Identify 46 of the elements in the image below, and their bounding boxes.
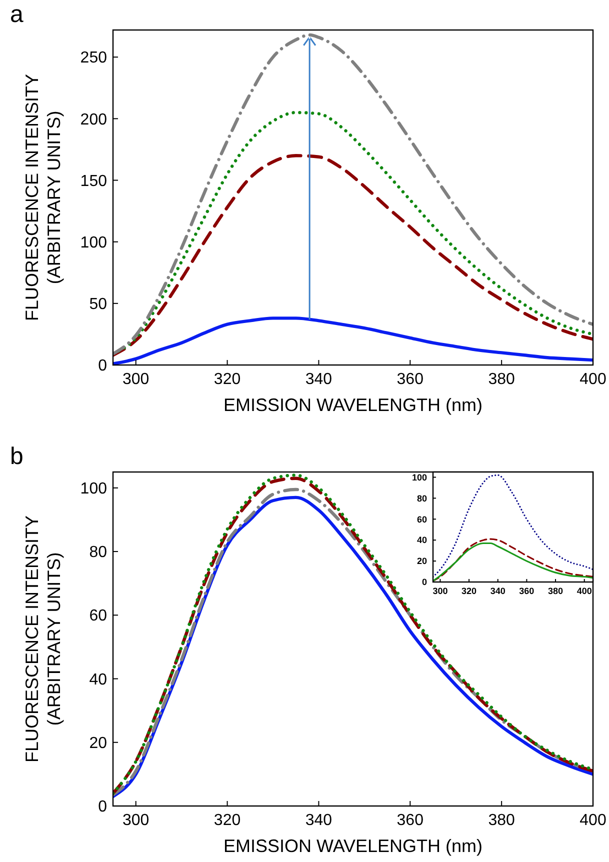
y-tick-label: 250: [80, 50, 108, 67]
y-tick-label: 40: [416, 535, 427, 546]
y-tick-label: 150: [80, 172, 108, 190]
y-axis-title: FLUORESCENCE INTENSITY (ARBITRARY UNITS): [22, 74, 64, 322]
x-tick-label: 360: [519, 586, 534, 596]
line-series: [113, 316, 593, 365]
chart-title: b: [10, 443, 24, 470]
x-tick-label: 400: [580, 371, 606, 388]
x-tick-label: 340: [490, 586, 506, 596]
y-tick-label: 20: [416, 556, 427, 566]
y-tick-label: 60: [89, 608, 108, 625]
x-tick-label: 320: [462, 586, 477, 596]
y-tick-label: 100: [80, 234, 108, 252]
y-tick-label: 80: [416, 493, 427, 504]
y-tick-label: 60: [416, 514, 427, 524]
y-tick-label: 100: [80, 480, 108, 498]
x-tick-label: 380: [488, 812, 516, 829]
x-tick-label: 300: [122, 371, 150, 388]
x-tick-label: 380: [488, 371, 516, 388]
y-tick-label: 0: [98, 798, 108, 816]
line-series: [433, 474, 593, 578]
x-tick-label: 300: [432, 586, 448, 596]
x-tick-label: 360: [396, 371, 424, 388]
y-tick-label: 40: [89, 671, 108, 688]
x-axis-title: EMISSION WAVELENGTH (nm): [223, 836, 483, 856]
y-tick-label: 0: [422, 577, 427, 588]
y-tick-label: 0: [98, 358, 108, 375]
x-tick-label: 340: [305, 812, 332, 829]
x-tick-label: 320: [214, 371, 241, 388]
x-tick-label: 380: [548, 586, 564, 596]
y-tick-label: 100: [412, 472, 427, 482]
y-tick-label: 200: [80, 111, 108, 128]
y-tick-label: 80: [89, 544, 108, 562]
x-tick-label: 320: [214, 812, 241, 829]
x-tick-label: 300: [122, 812, 150, 829]
y-tick-label: 20: [89, 734, 108, 752]
line-series: [113, 154, 593, 357]
line-series: [113, 33, 593, 356]
x-tick-label: 400: [580, 812, 606, 829]
y-axis-title: FLUORESCENCE INTENSITY (ARBITRARY UNITS): [22, 515, 64, 763]
x-tick-label: 340: [305, 371, 332, 388]
chart-title: a: [10, 1, 24, 28]
y-tick-label: 50: [89, 296, 108, 314]
x-tick-label: 360: [396, 812, 424, 829]
x-axis-title: EMISSION WAVELENGTH (nm): [223, 395, 483, 415]
x-tick-label: 400: [576, 586, 592, 596]
